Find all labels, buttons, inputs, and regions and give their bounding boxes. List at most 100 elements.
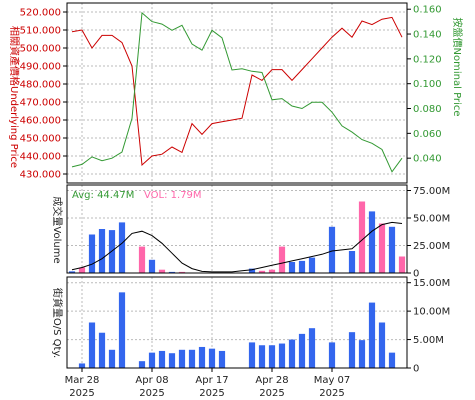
- ticks-layer: Mar 28 2025 Apr 08 2025 Apr 17 2025 Apr 28 2025…: [20, 5, 451, 399]
- os-qty-bar: [188, 349, 196, 368]
- price-left-tick-label: 500.000: [20, 44, 61, 55]
- volume-bar: [278, 246, 286, 273]
- os-qty-bar: [78, 363, 86, 368]
- x-tick-label-date: Apr 28: [255, 375, 288, 386]
- os-qty-bar: [88, 322, 96, 368]
- x-tick-label-date: May 07: [314, 375, 351, 386]
- volume-bar: [288, 262, 296, 273]
- price-right-tick-label: 0.100: [413, 79, 442, 90]
- os-qty-bar: [138, 361, 146, 368]
- os-qty-bar: [258, 345, 266, 368]
- price-left-tick-label: 510.000: [20, 26, 61, 37]
- os-tick-label: 10.00M: [413, 307, 450, 318]
- price-panel-frame: [66, 2, 408, 184]
- os-qty-bar: [158, 350, 166, 368]
- price-left-tick-label: 440.000: [20, 152, 61, 163]
- price-left-tick-label: 430.000: [20, 170, 61, 181]
- x-tick-label-date: Mar 28: [65, 375, 100, 386]
- volume-bar: [248, 268, 256, 273]
- os-qty-bar: [368, 302, 376, 368]
- price-right-tick-label: 0.060: [413, 129, 442, 140]
- os-qty-bar: [348, 332, 356, 368]
- os-tick-label: 0: [413, 364, 419, 375]
- os-qty-bar: [268, 345, 276, 368]
- price-right-tick-label: 0.040: [413, 154, 442, 165]
- os-tick-label: 5.00M: [413, 335, 444, 346]
- os-qty-bar: [168, 353, 176, 368]
- volume-bar: [308, 257, 316, 273]
- os-qty-bar: [298, 333, 306, 368]
- volume-bar: [328, 226, 336, 273]
- volume-bar: [68, 271, 76, 273]
- price-right-tick-label: 0.080: [413, 104, 442, 115]
- price-left-tick-label: 520.000: [20, 8, 61, 19]
- os-qty-axis-label: 街貨量O/S Qty.: [51, 288, 64, 358]
- os-qty-bar: [108, 349, 116, 368]
- volume-bar: [388, 226, 396, 273]
- x-tick-label-year: 2025: [259, 388, 284, 399]
- os-qty-bar: [198, 346, 206, 368]
- os-tick-label: 15.00M: [413, 278, 450, 289]
- os-qty-bar: [328, 342, 336, 368]
- price-left-tick-label: 450.000: [20, 134, 61, 145]
- volume-bar: [88, 234, 96, 273]
- average-volume-line: [71, 221, 403, 273]
- volume-bar: [268, 269, 276, 273]
- os-qty-bar: [358, 340, 366, 368]
- volume-tick-label: 50.00M: [413, 214, 450, 225]
- os-qty-bar: [388, 352, 396, 368]
- volume-tick-label: 75.00M: [413, 186, 450, 197]
- volume-bar: [258, 270, 266, 273]
- current-volume-label: VOL: 1.79M: [144, 190, 202, 201]
- volume-bar: [348, 251, 356, 273]
- volume-bar: [398, 256, 406, 273]
- volume-bar: [358, 201, 366, 273]
- price-left-tick-label: 460.000: [20, 116, 61, 127]
- volume-bar: [158, 269, 166, 273]
- os-qty-bar: [248, 342, 256, 368]
- price-left-tick-label: 480.000: [20, 80, 61, 91]
- x-tick-label-year: 2025: [69, 388, 94, 399]
- price-right-axis-label: 按盤價Nominal Price: [451, 18, 464, 117]
- grid-layer: [67, 3, 407, 368]
- price-left-axis-label: 相關資產價格Underlying Price: [8, 26, 21, 168]
- volume-bar: [78, 267, 86, 273]
- volume-bar: [178, 271, 186, 273]
- volume-axis-label: 成交量Volume: [51, 196, 64, 263]
- marks-layer: [68, 11, 406, 368]
- os-qty-bar: [308, 328, 316, 368]
- price-right-tick-label: 0.120: [413, 54, 442, 65]
- price-left-tick-label: 470.000: [20, 98, 61, 109]
- price-left-tick-label: 490.000: [20, 62, 61, 73]
- volume-bar: [138, 246, 146, 273]
- volume-bar: [368, 211, 376, 273]
- x-tick-label-year: 2025: [319, 388, 344, 399]
- x-tick-label-date: Apr 17: [195, 375, 228, 386]
- volume-bar: [378, 223, 386, 273]
- volume-bar: [168, 271, 176, 273]
- x-tick-label-date: Apr 08: [135, 375, 168, 386]
- volume-bar: [118, 222, 126, 273]
- volume-tick-label: 25.00M: [413, 241, 450, 252]
- price-right-tick-label: 0.140: [413, 30, 442, 41]
- os-qty-bar: [118, 292, 126, 368]
- os-qty-bar: [218, 350, 226, 368]
- volume-bar: [298, 260, 306, 273]
- os-qty-bar: [278, 343, 286, 368]
- os-qty-bar: [148, 352, 156, 368]
- os-qty-bar: [288, 339, 296, 368]
- os-panel-frame: [66, 276, 408, 369]
- x-tick-label-year: 2025: [139, 388, 164, 399]
- os-qty-bar: [98, 332, 106, 368]
- frames-layer: [66, 2, 408, 369]
- average-volume-label: Avg: 44.47M: [72, 190, 134, 201]
- os-qty-bar: [378, 322, 386, 368]
- volume-panel-frame: [66, 184, 408, 274]
- x-tick-label-year: 2025: [199, 388, 224, 399]
- volume-bar: [148, 259, 156, 273]
- volume-bar: [98, 229, 106, 273]
- os-qty-bar: [178, 349, 186, 368]
- price-right-tick-label: 0.160: [413, 5, 442, 16]
- underlying-price-line: [71, 16, 403, 167]
